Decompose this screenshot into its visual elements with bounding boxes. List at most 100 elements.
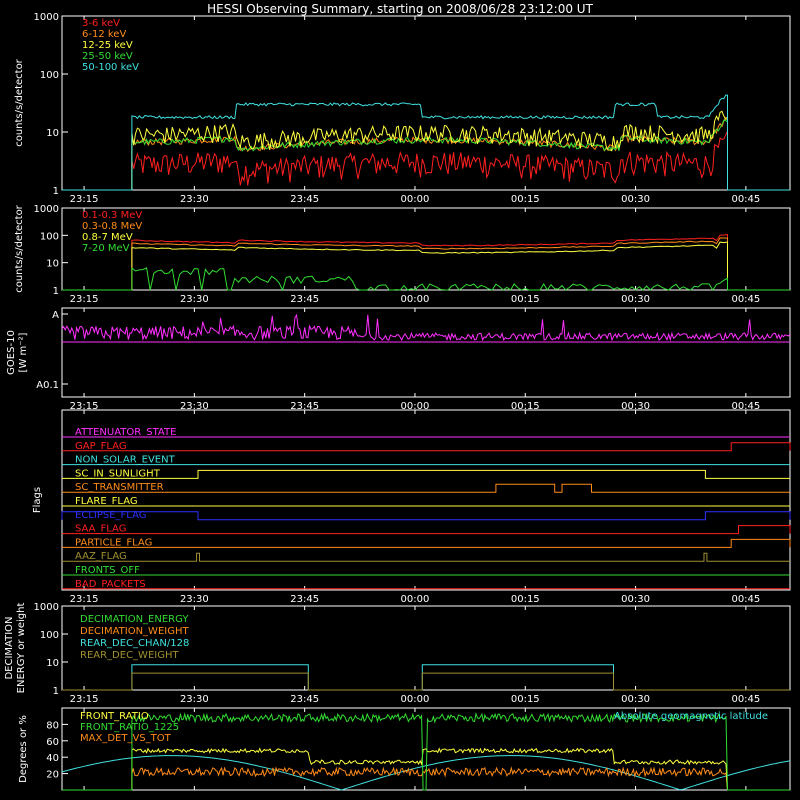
x-tick-label: 00:45 (731, 694, 760, 705)
y-tick-label: 100 (40, 630, 59, 641)
x-tick-label: 00:45 (731, 401, 760, 412)
panel-goes: 23:15 23:30 23:45 00:00 00:15 00:30 00:45 A A0.1… (6, 307, 791, 412)
legend-entry: 25-50 keV (82, 51, 133, 62)
flag-label-attenuator-state: ATTENUATOR_STATE (75, 427, 176, 438)
panel-frame (61, 307, 791, 398)
series-rear-dec-weight (62, 672, 790, 691)
flag-label-flare-flag: FLARE_FLAG (75, 496, 138, 507)
x-tick-label: 00:15 (511, 594, 540, 605)
x-tick-label: 23:30 (180, 401, 209, 412)
y-tick-label: 1 (53, 186, 59, 197)
series-front-ratio (62, 747, 790, 791)
series-3-6-keV (62, 130, 790, 191)
x-tick-label: 00:45 (731, 194, 760, 205)
y-axis-label: Flags (32, 487, 43, 513)
x-tick-label: 00:15 (511, 194, 540, 205)
x-tick-label: 00:00 (401, 694, 430, 705)
y-tick-label: 1 (53, 286, 59, 297)
series-0-8-7-MeV (62, 241, 790, 291)
x-tick-label: 23:15 (70, 401, 99, 412)
x-tick-label: 00:30 (621, 194, 650, 205)
x-tick-label: 23:30 (180, 194, 209, 205)
y-tick-label: A (52, 310, 59, 321)
legend-entry: REAR_DEC_WEIGHT (80, 650, 179, 661)
y-axis-label: DECIMATION (4, 616, 15, 679)
x-tick-label: 23:15 (70, 194, 99, 205)
y-axis-label: GOES-10 (6, 330, 17, 375)
legend-entry: 7-20 MeV (82, 243, 130, 254)
series-50-100-keV (62, 94, 790, 191)
x-tick-label: 23:15 (70, 294, 99, 305)
x-tick-label: 23:45 (290, 294, 319, 305)
flag-label-gap-flag: GAP_FLAG (75, 441, 127, 452)
y-tick-label: 10 (46, 259, 59, 270)
y-axis-label: counts/s/detector (14, 204, 25, 292)
y-tick-label: 10 (46, 128, 59, 139)
flag-label-sc-in-sunlight: SC_IN_SUNLIGHT (75, 468, 161, 479)
flag-label-sc-transmitter: SC_TRANSMITTER (75, 482, 164, 493)
legend-entry: 0.1-0.3 MeV (82, 210, 142, 221)
flag-label-eclipse-flag: ECLIPSE_FLAG (75, 510, 146, 521)
x-tick-label: 00:45 (731, 594, 760, 605)
x-tick-label: 00:30 (621, 694, 650, 705)
panel-dec: 23:15 23:30 23:45 00:00 00:15 00:30 00:45 1 10 10… (4, 602, 791, 705)
y-axis-label-2: ENERGY or weight (16, 603, 27, 694)
legend-entry: 3-6 keV (82, 18, 120, 29)
x-tick-label: 23:15 (70, 694, 99, 705)
flag-label-fronts-off: FRONTS_OFF (75, 565, 140, 576)
flag-trace-aaz-flag (62, 552, 790, 562)
y-tick-label: 40 (46, 753, 59, 764)
flag-label-non-solar-event: NON_SOLAR_EVENT (75, 455, 176, 466)
series-12-25-keV (62, 110, 790, 191)
x-tick-label: 23:45 (290, 594, 319, 605)
y-axis-label-units: [W m⁻²] (18, 332, 29, 372)
y-tick-label: 100 (40, 70, 59, 81)
panel-flags: 23:15 23:30 23:45 00:00 00:15 00:30 00:45 Flags… (32, 409, 791, 605)
x-tick-label: 23:45 (290, 194, 319, 205)
x-tick-label: 23:30 (180, 694, 209, 705)
series-7-20-MeV (62, 267, 790, 292)
series-0-1-0-3-MeV (62, 233, 790, 291)
flag-label-bad-packets: BAD_PACKETS (75, 579, 146, 590)
legend-entry: 0.8-7 MeV (82, 232, 133, 243)
x-tick-label: 00:15 (511, 294, 540, 305)
y-tick-label: A0.1 (36, 380, 59, 391)
x-tick-label: 00:00 (401, 401, 430, 412)
flag-label-aaz-flag: AAZ_FLAG (75, 551, 127, 562)
panel-hi: 23:15 23:30 23:45 00:00 00:15 00:30 00:45 1 10 10… (14, 204, 791, 305)
legend-entry: FRONT_RATIO_1225 (80, 722, 179, 733)
panel-frame (61, 605, 791, 691)
series-max-det-vs-tot (62, 766, 790, 791)
legend-entry-latitude: Absolute geomagnetic latitude (614, 711, 768, 722)
x-tick-label: 00:30 (621, 594, 650, 605)
legend-entry: DECIMATION_ENERGY (80, 614, 189, 625)
panel-frame (61, 15, 791, 191)
y-tick-label: 10 (46, 658, 59, 669)
series-front-ratio-1225 (62, 711, 790, 791)
x-tick-label: 00:00 (401, 294, 430, 305)
x-tick-label: 00:00 (401, 594, 430, 605)
y-tick-label: 20 (46, 770, 59, 781)
legend-entry: FRONT_RATIO (80, 711, 149, 722)
panel-frame (61, 409, 791, 591)
flag-label-particle-flag: PARTICLE_FLAG (75, 537, 152, 548)
y-tick-label: 60 (46, 737, 59, 748)
chart-title: HESSI Observing Summary, starting on 200… (207, 2, 593, 16)
flag-trace-sc-in-sunlight (62, 469, 790, 479)
panels: 23:15 23:30 23:45 00:00 00:15 00:30 00:4511010… (4, 12, 791, 791)
x-tick-label: 23:45 (290, 401, 319, 412)
x-tick-label: 00:15 (511, 401, 540, 412)
legend-entry: DECIMATION_WEIGHT (80, 626, 189, 637)
x-tick-label: 23:30 (180, 294, 209, 305)
panel-ratio: 20 40 60 80 Degrees or % FRONT_RATIOFRONT_RAT… (18, 707, 791, 791)
x-tick-label: 23:45 (290, 694, 319, 705)
x-tick-label: 23:30 (180, 594, 209, 605)
legend-entry: 0.3-0.8 MeV (82, 221, 142, 232)
x-tick-label: 00:30 (621, 401, 650, 412)
series-geomagnetic-latitude (61, 755, 791, 791)
x-tick-label: 00:45 (731, 294, 760, 305)
y-tick-label: 1000 (34, 12, 59, 23)
legend-entry: REAR_DEC_CHAN/128 (80, 638, 189, 649)
